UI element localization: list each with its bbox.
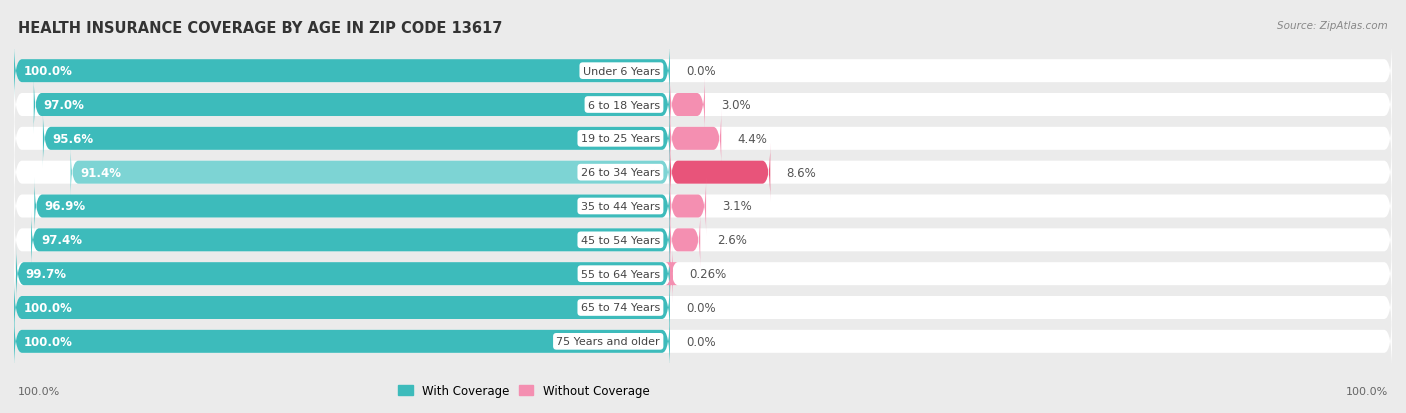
FancyBboxPatch shape xyxy=(669,178,706,235)
Text: 3.1%: 3.1% xyxy=(723,200,752,213)
Text: 0.0%: 0.0% xyxy=(686,335,716,348)
FancyBboxPatch shape xyxy=(14,211,1392,269)
Text: 91.4%: 91.4% xyxy=(80,166,121,179)
FancyBboxPatch shape xyxy=(34,178,669,235)
FancyBboxPatch shape xyxy=(665,245,678,303)
FancyBboxPatch shape xyxy=(669,144,770,202)
Text: 6 to 18 Years: 6 to 18 Years xyxy=(588,100,659,110)
Text: 35 to 44 Years: 35 to 44 Years xyxy=(581,202,659,211)
Text: 0.26%: 0.26% xyxy=(689,268,727,280)
FancyBboxPatch shape xyxy=(14,245,1392,303)
Text: 97.4%: 97.4% xyxy=(41,234,82,247)
Text: 8.6%: 8.6% xyxy=(787,166,817,179)
Text: 99.7%: 99.7% xyxy=(25,268,67,280)
FancyBboxPatch shape xyxy=(15,245,669,303)
FancyBboxPatch shape xyxy=(669,76,704,134)
FancyBboxPatch shape xyxy=(14,279,669,337)
Text: 0.0%: 0.0% xyxy=(686,301,716,314)
Text: 100.0%: 100.0% xyxy=(24,65,73,78)
FancyBboxPatch shape xyxy=(70,144,669,202)
Text: 3.0%: 3.0% xyxy=(721,99,751,112)
FancyBboxPatch shape xyxy=(44,110,669,168)
Text: 0.0%: 0.0% xyxy=(686,65,716,78)
FancyBboxPatch shape xyxy=(14,110,1392,168)
Text: 100.0%: 100.0% xyxy=(24,335,73,348)
Text: 75 Years and older: 75 Years and older xyxy=(557,337,659,347)
FancyBboxPatch shape xyxy=(669,110,721,168)
FancyBboxPatch shape xyxy=(14,279,1392,337)
Legend: With Coverage, Without Coverage: With Coverage, Without Coverage xyxy=(394,379,654,401)
Text: 19 to 25 Years: 19 to 25 Years xyxy=(581,134,659,144)
Text: HEALTH INSURANCE COVERAGE BY AGE IN ZIP CODE 13617: HEALTH INSURANCE COVERAGE BY AGE IN ZIP … xyxy=(18,21,503,36)
Text: 97.0%: 97.0% xyxy=(44,99,84,112)
FancyBboxPatch shape xyxy=(14,313,669,370)
Text: Under 6 Years: Under 6 Years xyxy=(583,66,659,76)
FancyBboxPatch shape xyxy=(34,76,669,134)
Text: 26 to 34 Years: 26 to 34 Years xyxy=(581,168,659,178)
Text: 4.4%: 4.4% xyxy=(738,133,768,145)
Text: 100.0%: 100.0% xyxy=(24,301,73,314)
Text: 96.9%: 96.9% xyxy=(44,200,86,213)
Text: 65 to 74 Years: 65 to 74 Years xyxy=(581,303,659,313)
FancyBboxPatch shape xyxy=(14,144,1392,202)
Text: 45 to 54 Years: 45 to 54 Years xyxy=(581,235,659,245)
FancyBboxPatch shape xyxy=(14,178,1392,235)
Text: 100.0%: 100.0% xyxy=(18,387,60,396)
Text: 100.0%: 100.0% xyxy=(1346,387,1388,396)
Text: 2.6%: 2.6% xyxy=(717,234,747,247)
Text: 55 to 64 Years: 55 to 64 Years xyxy=(581,269,659,279)
Text: Source: ZipAtlas.com: Source: ZipAtlas.com xyxy=(1277,21,1388,31)
FancyBboxPatch shape xyxy=(14,43,1392,100)
Text: 95.6%: 95.6% xyxy=(53,133,94,145)
FancyBboxPatch shape xyxy=(14,43,669,100)
FancyBboxPatch shape xyxy=(14,313,1392,370)
FancyBboxPatch shape xyxy=(14,76,1392,134)
FancyBboxPatch shape xyxy=(669,211,700,269)
FancyBboxPatch shape xyxy=(31,211,669,269)
